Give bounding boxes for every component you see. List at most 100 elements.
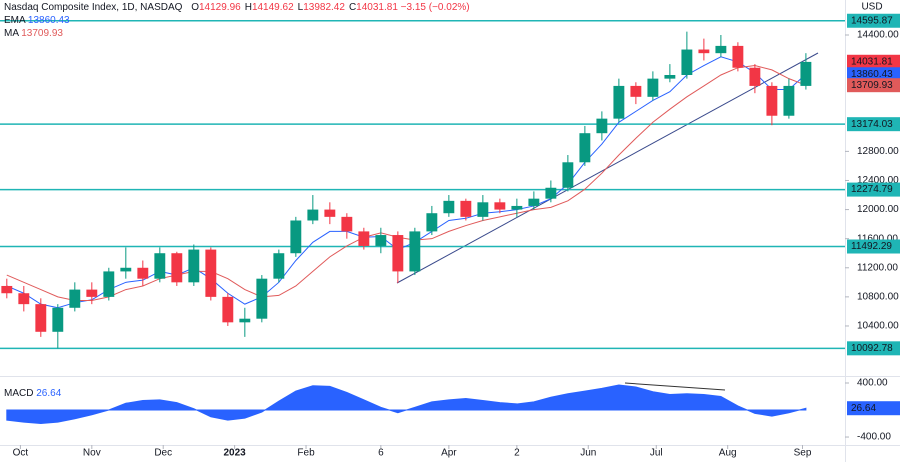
ma-value: 13709.93 [21, 28, 63, 39]
plot [0, 19, 845, 425]
candle-body [732, 45, 744, 68]
candle-body [664, 75, 676, 79]
y-tick-label: 12000.00 [857, 204, 899, 215]
ma-name: MA [4, 28, 19, 39]
x-tick-label: Sep [794, 448, 812, 459]
ohlc-value: 14129.96 [199, 2, 241, 13]
x-tick-label: Dec [154, 448, 172, 459]
y-tick-label: 11600.00 [857, 233, 898, 244]
indicator-line [6, 65, 807, 302]
candle-body [783, 85, 795, 116]
candle-body [409, 231, 421, 272]
candle-body [239, 318, 251, 323]
candle-body [579, 133, 591, 163]
candle-body [630, 85, 642, 97]
x-tick-label: Feb [297, 448, 315, 459]
level-tag-label: 13174.03 [851, 119, 893, 130]
candle-body [256, 278, 268, 319]
x-tick-label: Oct [13, 448, 29, 459]
ohlc-label: C [349, 2, 356, 13]
candle-body [1, 285, 13, 294]
x-tick-label: Aug [719, 448, 737, 459]
candle-body [494, 202, 506, 210]
candle-body [290, 220, 302, 254]
candle-body [749, 67, 761, 86]
macd-legend: MACD 26.64 [4, 388, 62, 399]
macd-area [6, 384, 807, 425]
ema-value: 13860.43 [28, 15, 70, 26]
candle-body [205, 249, 217, 297]
ohlc-value: 13982.42 [303, 2, 345, 13]
candle-body [698, 49, 710, 54]
candle-body [766, 85, 778, 116]
ohlc-label: H [245, 2, 252, 13]
level-tag [847, 182, 900, 197]
candle-body [52, 307, 64, 332]
price-tag [847, 78, 900, 93]
level-tag-label: 10092.78 [851, 343, 893, 354]
y-tick-label: 10400.00 [857, 321, 899, 332]
macd-y-tick-label: -400.00 [857, 432, 891, 443]
candle-body [120, 267, 132, 272]
candle-body [137, 267, 149, 279]
ma-legend: MA 13709.93 [4, 28, 63, 39]
candle-body [307, 209, 319, 221]
level-tag-label: 11492.29 [851, 241, 892, 252]
x-tick-label: 2 [514, 448, 520, 459]
trend-line [396, 52, 819, 284]
candle-body [800, 61, 812, 86]
y-tick-label: 14400.00 [857, 30, 899, 41]
x-tick-label: Jul [650, 448, 663, 459]
x-tick-label: 2023 [224, 448, 247, 459]
ema-name: EMA [4, 15, 26, 26]
candle-body [681, 49, 693, 75]
level-tag [847, 13, 900, 28]
candle-body [341, 216, 353, 232]
candle-body [69, 289, 81, 308]
currency: USD [861, 2, 882, 13]
x-tick-label: Apr [441, 448, 457, 459]
macd-name: MACD [4, 388, 33, 399]
macd-tag [847, 401, 900, 416]
ohlc-label: O [191, 2, 199, 13]
candle-body [545, 187, 557, 199]
price-tag [847, 54, 900, 69]
ema-legend: EMA 13860.43 [4, 15, 70, 26]
x-tick-label: Nov [83, 448, 101, 459]
x-tick-label: 6 [378, 448, 384, 459]
price-tag-label: 13709.93 [851, 80, 893, 91]
change: −3.15 (−0.02%) [401, 2, 470, 13]
x-tick-label: Jun [580, 448, 596, 459]
y-tick-label: 11200.00 [857, 262, 898, 273]
price-tag-label: 14031.81 [851, 56, 893, 67]
candle-body [596, 118, 608, 134]
y-tick-label: 12800.00 [857, 146, 899, 157]
candle-body [426, 213, 438, 232]
candle-body [358, 231, 370, 246]
macd-value: 26.64 [36, 388, 61, 399]
candle-body [273, 253, 285, 279]
ohlc: O14129.96 H14149.62 L13982.42 C14031.81 [191, 2, 398, 13]
candle-body [460, 200, 472, 217]
level-tag [847, 117, 900, 132]
y-tick-label: 10800.00 [857, 292, 899, 303]
candle-body [528, 198, 540, 206]
price-tag [847, 67, 900, 82]
level-tag [847, 341, 900, 356]
candle-body [613, 85, 625, 119]
candle-body [647, 78, 659, 97]
candle-body [188, 249, 200, 283]
macd-tag-label: 26.64 [851, 403, 876, 414]
candle-body [154, 253, 166, 279]
symbol-title: Nasdaq Composite Index, 1D, NASDAQ [4, 2, 183, 13]
candle-body [443, 200, 455, 214]
y-tick-label: 12400.00 [857, 175, 899, 186]
header: Nasdaq Composite Index, 1D, NASDAQ O1412… [4, 2, 470, 13]
candle-body [375, 235, 387, 246]
ohlc-label: L [298, 2, 304, 13]
candle-body [562, 162, 574, 188]
macd-y-tick-label: 400.00 [857, 378, 888, 389]
ohlc-value: 14031.81 [356, 2, 398, 13]
candle-body [222, 296, 234, 323]
